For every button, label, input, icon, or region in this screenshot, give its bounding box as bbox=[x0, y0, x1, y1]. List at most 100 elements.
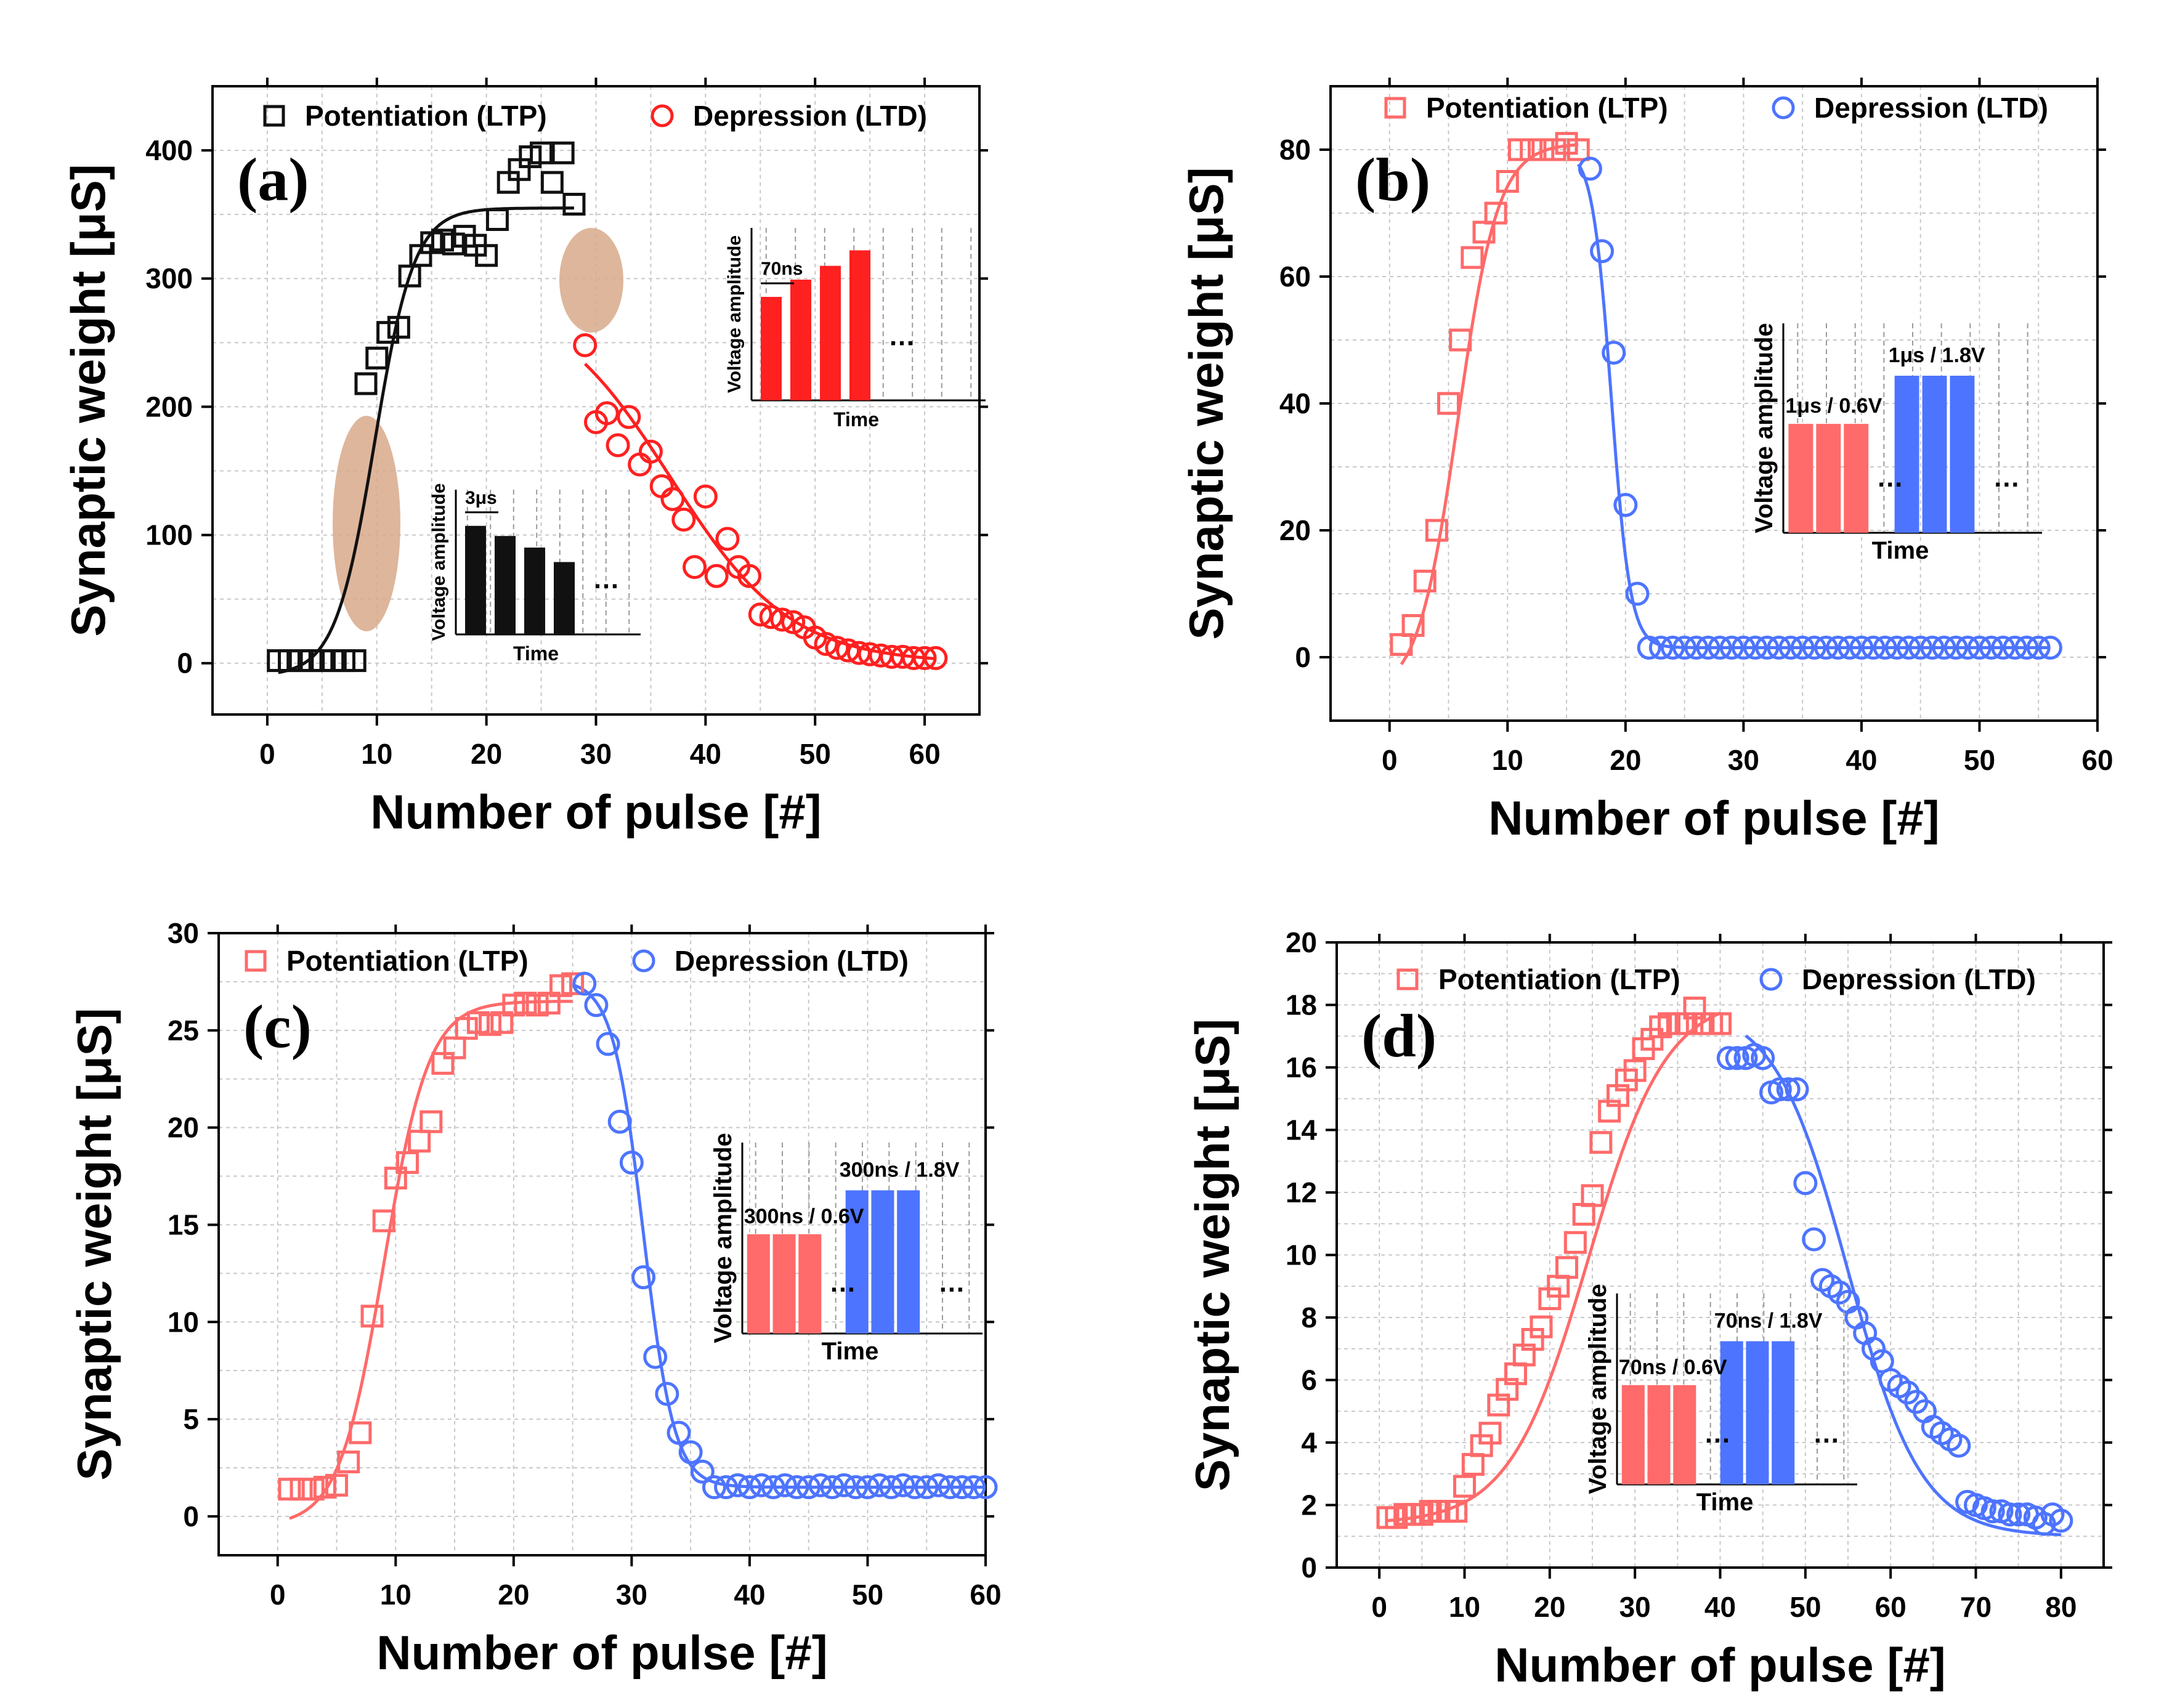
data-point bbox=[485, 208, 509, 231]
data-point bbox=[962, 1475, 986, 1500]
y-tick-label: 8 bbox=[1301, 1301, 1317, 1334]
legend-marker-ltd bbox=[632, 949, 655, 973]
panel-label: (c) bbox=[243, 992, 312, 1061]
data-point bbox=[1555, 1256, 1578, 1279]
x-tick-label: 50 bbox=[852, 1579, 883, 1611]
data-point bbox=[715, 527, 740, 551]
data-point bbox=[1543, 138, 1566, 161]
data-point bbox=[1793, 1171, 1818, 1196]
tick-labels: 0 10 20 30 40 50 60 70 80 0 2 4 6 8 10 12 14 16 18 20 bbox=[1286, 926, 2112, 1623]
inset-x-label: Time bbox=[1696, 1489, 1754, 1516]
ellipsis-ltd: … bbox=[1813, 1419, 1840, 1449]
ltd-pulse-label: 1μs / 1.8V bbox=[1889, 344, 1985, 367]
data-point bbox=[1826, 636, 1850, 660]
pulse-bar-ltd bbox=[1720, 1341, 1743, 1484]
data-point bbox=[2049, 1508, 2073, 1533]
data-point bbox=[1684, 636, 1709, 660]
y-tick-label: 400 bbox=[145, 134, 193, 166]
pulse-bar-ltd bbox=[1746, 1341, 1769, 1484]
data-point bbox=[1660, 636, 1685, 660]
fit-curve-ltp bbox=[278, 206, 574, 674]
x-tick-label: 30 bbox=[580, 738, 612, 770]
data-point bbox=[502, 994, 525, 1017]
data-point bbox=[360, 1305, 384, 1328]
data-point bbox=[584, 993, 609, 1018]
data-point bbox=[1743, 636, 1768, 660]
data-point bbox=[814, 632, 838, 657]
y-axis-title: Synaptic weight [μS] bbox=[1185, 1019, 1239, 1491]
data-point bbox=[455, 1017, 478, 1040]
ellipsis-ltp: … bbox=[1704, 1419, 1731, 1449]
data-point bbox=[1932, 636, 1956, 660]
series-ltd bbox=[1716, 1043, 2073, 1536]
data-point bbox=[1672, 636, 1697, 660]
data-point bbox=[832, 1473, 856, 1497]
data-point bbox=[678, 1440, 703, 1465]
data-point bbox=[836, 638, 861, 663]
y-tick-label: 20 bbox=[1286, 926, 1317, 958]
inset-y-label: Voltage amplitude bbox=[710, 1133, 737, 1343]
data-point bbox=[628, 452, 652, 477]
highlight-ellipse bbox=[559, 228, 623, 333]
pulse-bar-ltd bbox=[845, 1190, 869, 1334]
data-point bbox=[1755, 636, 1780, 660]
data-point bbox=[1785, 1077, 1809, 1102]
data-point bbox=[1496, 170, 1519, 193]
pulse-bar-ltp bbox=[1673, 1385, 1696, 1484]
inset-x-label: Time bbox=[1872, 537, 1929, 564]
pulse-bar-ltp bbox=[772, 1234, 796, 1334]
x-axis-title: Number of pulse [#] bbox=[1488, 791, 1939, 845]
panel-label: (a) bbox=[237, 145, 309, 214]
data-point bbox=[2026, 636, 2051, 660]
y-tick-label: 100 bbox=[145, 519, 193, 551]
inset-y-label: Voltage amplitude bbox=[724, 235, 745, 393]
y-tick-label: 12 bbox=[1286, 1176, 1317, 1208]
y-tick-label: 14 bbox=[1286, 1114, 1318, 1146]
ellipsis-ltp: … bbox=[829, 1268, 856, 1298]
data-point bbox=[419, 1110, 443, 1133]
pulse-inset: Voltage amplitude Time 70ns / 0.6V 70ns / 1… bbox=[1584, 1284, 1857, 1516]
series-ltp bbox=[278, 972, 585, 1501]
x-tick-label: 60 bbox=[970, 1579, 1001, 1611]
fit-curve-ltp bbox=[1400, 143, 1579, 666]
data-point bbox=[843, 1475, 868, 1500]
data-point bbox=[796, 1475, 821, 1500]
ellipsis-ltp: … bbox=[1876, 463, 1903, 493]
data-point bbox=[690, 1459, 715, 1484]
data-point bbox=[1602, 341, 1626, 365]
legend-label-ltp: Potentiation (LTP) bbox=[1438, 963, 1680, 995]
y-tick-label: 18 bbox=[1286, 989, 1317, 1021]
data-point bbox=[1531, 138, 1555, 161]
data-point bbox=[631, 1265, 656, 1290]
y-tick-label: 6 bbox=[1301, 1364, 1317, 1396]
legend-marker-ltp bbox=[245, 950, 267, 972]
data-point bbox=[1955, 636, 1980, 660]
data-point bbox=[384, 1167, 407, 1190]
data-point bbox=[562, 193, 586, 216]
grid-lines bbox=[1331, 86, 2097, 721]
data-point bbox=[313, 1476, 336, 1499]
x-tick-label: 0 bbox=[1382, 744, 1398, 776]
data-point bbox=[808, 1473, 833, 1497]
data-point bbox=[387, 315, 410, 339]
y-tick-label: 0 bbox=[1301, 1552, 1317, 1584]
data-point bbox=[726, 1473, 750, 1497]
data-point bbox=[431, 1051, 455, 1075]
data-point bbox=[1590, 239, 1615, 264]
data-point bbox=[693, 484, 718, 509]
data-point bbox=[2038, 636, 2062, 660]
legend: Potentiation (LTP) Depression (LTD) bbox=[263, 100, 927, 132]
data-point bbox=[1967, 636, 1992, 660]
legend-marker-ltp bbox=[1396, 968, 1419, 990]
data-point bbox=[1449, 328, 1472, 352]
inset-x-label: Time bbox=[833, 408, 879, 431]
inset-x-label: Time bbox=[822, 1338, 879, 1365]
data-point bbox=[607, 1109, 632, 1134]
y-tick-label: 200 bbox=[145, 391, 193, 423]
y-tick-label: 20 bbox=[1279, 514, 1311, 546]
data-point bbox=[1709, 1012, 1732, 1035]
panel-c: 0 10 20 30 40 50 60 0 5 10 15 20 25 30 Number of pulse… bbox=[67, 917, 1002, 1680]
data-point bbox=[1572, 1203, 1595, 1226]
data-point bbox=[1751, 1046, 1775, 1071]
data-point bbox=[1425, 519, 1448, 542]
